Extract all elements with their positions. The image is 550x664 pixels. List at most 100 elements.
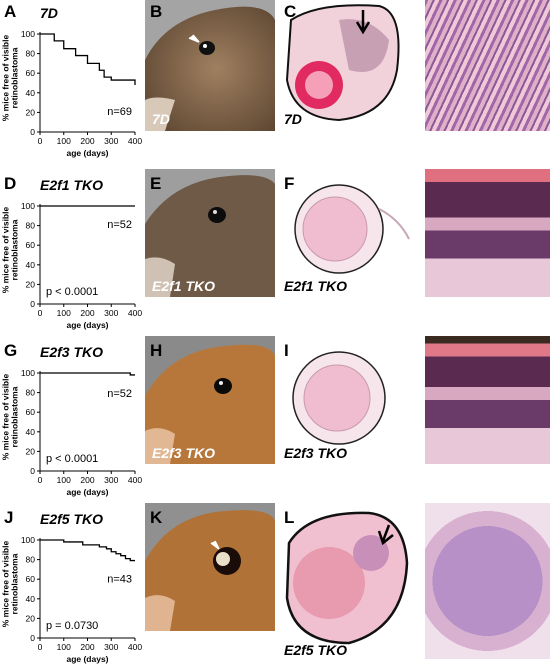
p-value-label: p < 0.0001 (46, 286, 98, 298)
micrograph (425, 0, 550, 131)
x-tick-label: 200 (80, 642, 94, 652)
n-count-label: n=52 (107, 219, 132, 231)
y-tick-label: 60 (26, 574, 36, 584)
photo-genotype-caption: E2f3 TKO (152, 445, 216, 461)
y-axis-label-line2: retinoblastoma (9, 219, 20, 281)
y-tick-label: 80 (26, 49, 36, 59)
y-axis-label: % mice free of visible retinoblastoma (1, 16, 20, 141)
chart-panel-label: D (4, 174, 17, 193)
y-tick-label: 0 (30, 299, 35, 309)
survival-chart: 0 20 40 60 80 100 0 100 200 300 400 age (days) n=69 (21, 29, 143, 158)
photo-panel-label: H (150, 341, 163, 360)
y-tick-label: 60 (26, 240, 36, 250)
chart-panel-label: A (4, 2, 17, 21)
y-tick-label: 100 (21, 201, 35, 211)
photo-genotype-caption: E2f1 TKO (152, 278, 216, 294)
histology-panel-label: F (284, 174, 295, 193)
y-tick-label: 60 (26, 407, 36, 417)
chart-panel-label: J (4, 508, 14, 527)
x-tick-label: 0 (38, 642, 43, 652)
x-tick-label: 100 (57, 475, 71, 485)
photo-genotype-caption: E2f5 TKO (152, 642, 216, 658)
mouse-photo (145, 169, 275, 297)
x-tick-label: 300 (104, 475, 118, 485)
x-axis-label: age (days) (66, 487, 108, 497)
y-axis-label: % mice free of visible retinoblastoma (1, 355, 20, 480)
y-tick-label: 40 (26, 427, 36, 437)
survival-curve (40, 33, 136, 85)
y-tick-label: 100 (21, 368, 35, 378)
y-axis-label-line2: retinoblastoma (9, 386, 20, 448)
panel-row-2: D E2f1 TKO 0 20 40 60 80 100 0 100 200 300 400 age … (0, 166, 550, 332)
chart-genotype: E2f5 TKO (40, 511, 104, 527)
p-value-label: p = 0.0730 (46, 620, 98, 632)
survival-curve (40, 372, 135, 376)
chart-genotype: 7D (40, 5, 58, 21)
x-tick-label: 200 (80, 308, 94, 318)
y-tick-label: 40 (26, 88, 36, 98)
y-tick-label: 40 (26, 260, 36, 270)
survival-chart: 0 20 40 60 80 100 0 100 200 300 400 age (days) n=43 p… (21, 535, 143, 664)
y-tick-label: 80 (26, 388, 36, 398)
y-tick-label: 100 (21, 535, 35, 545)
y-axis-label-line2: retinoblastoma (9, 47, 20, 109)
y-axis-label-line2: retinoblastoma (9, 553, 20, 615)
eye-histology (279, 503, 419, 659)
histology-panel-label: L (284, 508, 295, 527)
x-tick-label: 300 (104, 136, 118, 146)
x-axis-label: age (days) (66, 148, 108, 158)
y-tick-label: 20 (26, 446, 36, 456)
panel-row-4: J E2f5 TKO 0 20 40 60 80 100 0 100 200 300 400 age … (0, 498, 550, 664)
x-tick-label: 100 (57, 308, 71, 318)
y-tick-label: 20 (26, 107, 36, 117)
histology-panel-label: I (284, 341, 289, 360)
micrograph (425, 336, 550, 464)
survival-chart: 0 20 40 60 80 100 0 100 200 300 400 age (days) n=52 p… (21, 201, 143, 330)
mouse-photo (145, 503, 275, 631)
x-tick-label: 200 (80, 475, 94, 485)
y-tick-label: 0 (30, 633, 35, 643)
x-tick-label: 300 (104, 308, 118, 318)
x-tick-label: 100 (57, 136, 71, 146)
y-tick-label: 80 (26, 555, 36, 565)
histology-panel-label: C (284, 2, 297, 21)
panel-row-1: A 7D 0 20 40 60 80 100 0 100 200 300 400 age (days)… (0, 0, 550, 166)
y-tick-label: 20 (26, 613, 36, 623)
n-count-label: n=43 (107, 574, 132, 586)
n-count-label: n=52 (107, 388, 132, 400)
x-tick-label: 400 (128, 475, 142, 485)
x-tick-label: 400 (128, 136, 142, 146)
y-axis-label: % mice free of visible retinoblastoma (1, 188, 20, 313)
panel-row-3: G E2f3 TKO 0 20 40 60 80 100 0 100 200 300 400 age … (0, 332, 550, 498)
photo-panel-label: K (150, 508, 163, 527)
p-value-label: p < 0.0001 (46, 453, 98, 465)
eye-histology (279, 169, 419, 297)
x-tick-label: 0 (38, 136, 43, 146)
y-tick-label: 0 (30, 466, 35, 476)
mouse-photo (145, 336, 275, 464)
y-tick-label: 80 (26, 221, 36, 231)
eye-histology (279, 336, 419, 464)
histology-genotype-caption: E2f3 TKO (284, 445, 348, 461)
y-tick-label: 60 (26, 68, 36, 78)
micrograph (425, 169, 550, 297)
x-tick-label: 200 (80, 136, 94, 146)
x-tick-label: 0 (38, 308, 43, 318)
micrograph (425, 503, 550, 659)
y-axis-label: % mice free of visible retinoblastoma (1, 522, 20, 647)
x-tick-label: 100 (57, 642, 71, 652)
photo-panel-label: B (150, 2, 163, 21)
y-tick-label: 100 (21, 29, 35, 39)
y-tick-label: 0 (30, 127, 35, 137)
mouse-photo (145, 0, 275, 131)
chart-panel-label: G (4, 341, 18, 360)
chart-genotype: E2f1 TKO (40, 177, 104, 193)
x-tick-label: 300 (104, 642, 118, 652)
x-tick-label: 400 (128, 308, 142, 318)
x-tick-label: 400 (128, 642, 142, 652)
y-tick-label: 40 (26, 594, 36, 604)
n-count-label: n=69 (107, 106, 132, 118)
x-axis-label: age (days) (66, 654, 108, 664)
photo-panel-label: E (150, 174, 162, 193)
eye-histology (279, 0, 419, 131)
